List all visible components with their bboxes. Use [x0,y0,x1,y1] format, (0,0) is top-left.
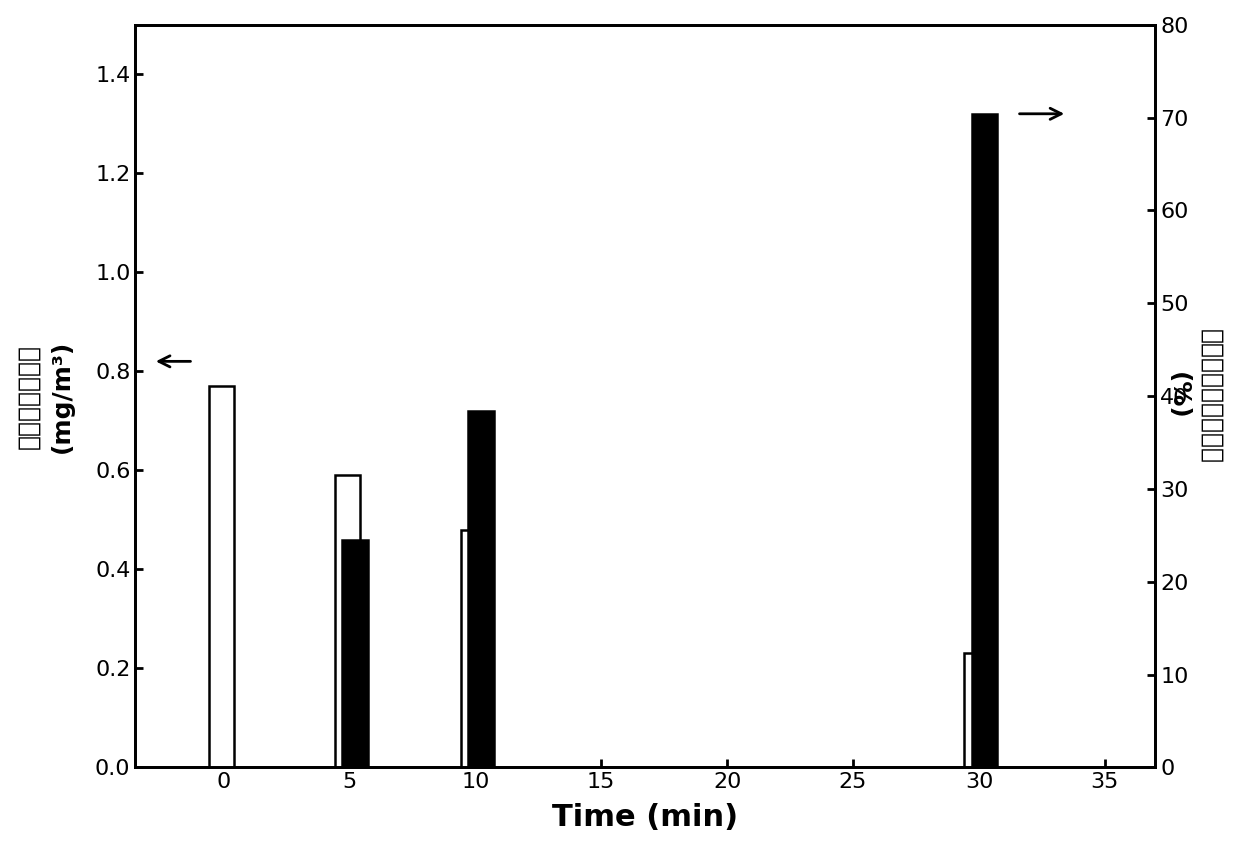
Bar [461,530,486,767]
Bar [965,654,990,767]
Bar [210,386,234,767]
Bar [335,475,360,767]
Bar [342,540,368,767]
X-axis label: Time (min): Time (min) [552,803,738,832]
Bar [469,411,494,767]
Y-axis label: 非甲烷总烷浓度
(mg/m³): 非甲烷总烷浓度 (mg/m³) [16,340,74,453]
Y-axis label: 非甲烷总烷净化效率
(%): 非甲烷总烷净化效率 (%) [1166,329,1224,464]
Bar [972,114,997,767]
